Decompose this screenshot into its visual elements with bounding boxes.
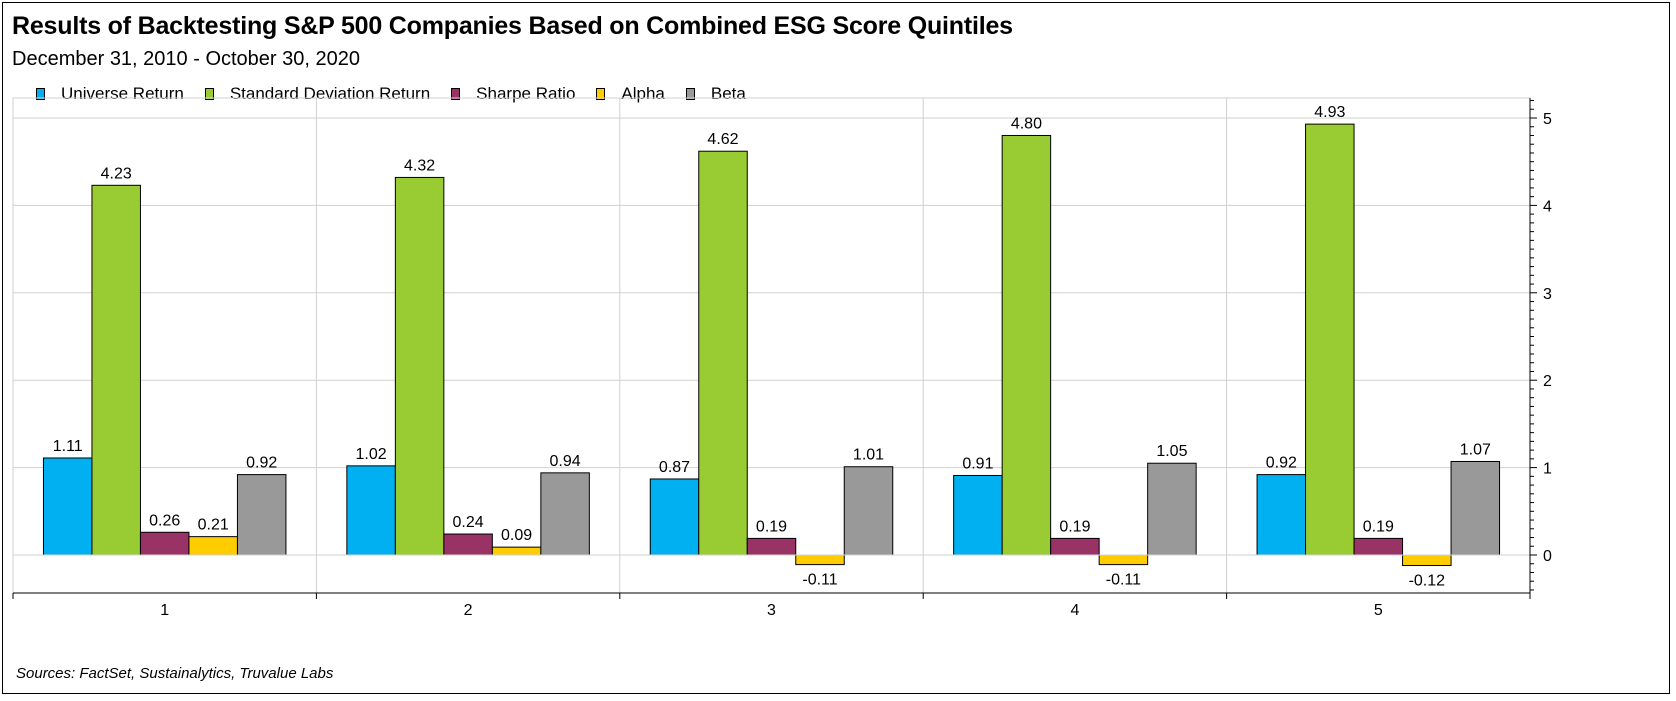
data-label: 0.09 [501,527,532,544]
data-label: 0.21 [198,517,229,534]
data-label: 1.07 [1460,441,1491,458]
data-label: 4.80 [1011,115,1042,132]
data-label: 4.32 [404,157,435,174]
bar [1256,474,1307,556]
chart-subtitle: December 31, 2010 - October 30, 2020 [12,48,360,70]
bar [1001,134,1052,556]
data-label: 0.19 [1363,518,1394,535]
bar [491,546,542,556]
chart-source: Sources: FactSet, Sustainalytics, Truval… [16,665,334,682]
chart-title: Results of Backtesting S&P 500 Companies… [12,12,1013,40]
data-label: 0.92 [1266,455,1297,472]
y-tick-label: 1 [1543,461,1552,478]
bar [540,472,590,556]
x-tick-label: 3 [767,602,776,619]
bar [953,474,1003,556]
x-tick-label: 5 [1374,602,1383,619]
bar [649,478,700,556]
data-label: 1.05 [1156,443,1187,460]
data-label: 0.19 [756,518,787,535]
y-tick-label: 3 [1543,286,1552,303]
bar [139,531,190,556]
data-label: -0.11 [802,572,837,589]
bar [843,466,894,556]
x-tick-label: 4 [1070,602,1079,619]
bar [188,536,238,556]
data-label: 0.94 [550,453,581,470]
x-tick-label: 1 [160,602,169,619]
data-label: 0.87 [659,459,690,476]
bar [1147,462,1197,556]
data-label: 1.11 [53,438,83,455]
data-label: -0.12 [1409,572,1446,589]
legend-swatch [596,88,606,100]
data-label: 4.23 [101,165,132,182]
bar [795,554,845,566]
bar [443,533,493,556]
bar [394,176,445,556]
data-label: 0.91 [962,455,993,472]
legend-swatch [685,88,695,100]
bar [1305,123,1355,556]
bar [1450,460,1501,556]
bar [698,150,748,556]
bar [42,457,93,556]
bar [746,537,797,556]
legend-swatch [451,88,461,100]
legend-swatch [204,88,214,100]
data-label: 1.01 [853,447,884,464]
y-tick-label: 2 [1543,373,1552,390]
bar [1353,537,1404,556]
data-label: 0.19 [1059,518,1090,535]
bar [1050,537,1100,556]
data-label: 0.92 [246,455,277,472]
bar [236,474,287,556]
data-label: 1.02 [356,446,387,463]
bar [1402,554,1452,566]
bar [346,465,396,556]
legend-swatch [36,88,45,100]
data-label: 0.26 [149,512,180,529]
bar [1098,554,1149,566]
y-tick-label: 5 [1543,111,1552,128]
data-label: 4.62 [707,131,738,148]
x-tick-label: 2 [464,602,473,619]
data-label: -0.11 [1106,572,1141,589]
data-label: 4.93 [1314,104,1345,121]
y-tick-label: 0 [1543,548,1552,565]
y-tick-label: 4 [1543,198,1552,215]
data-label: 0.24 [453,514,484,531]
bar [91,184,141,556]
